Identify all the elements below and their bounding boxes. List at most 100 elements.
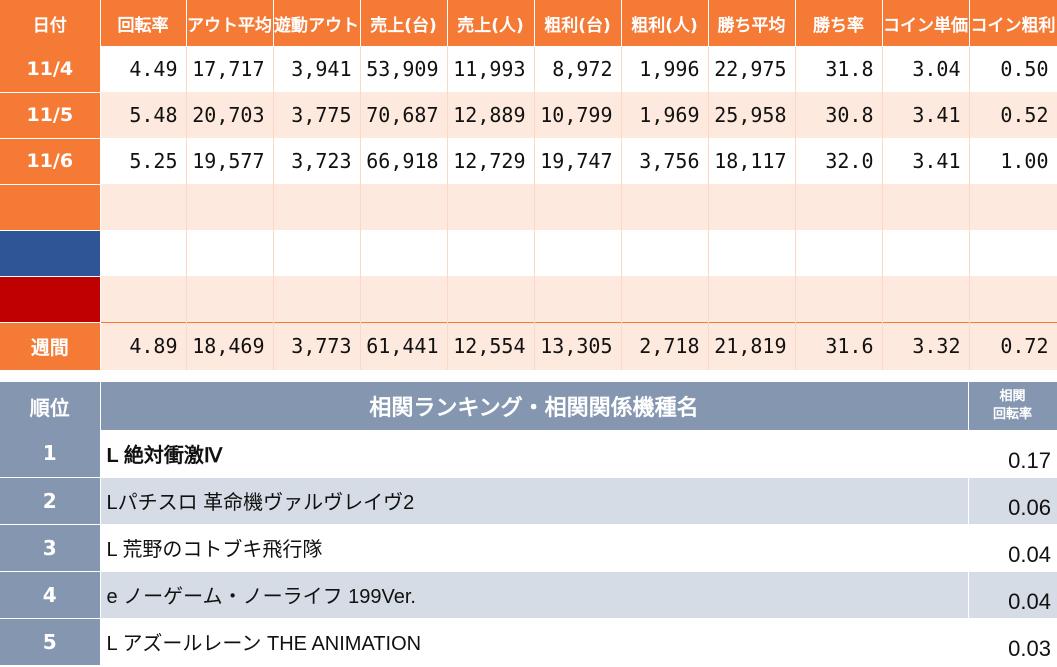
cell-value: 12,729 [447,138,535,184]
ranking-row: 1 L 絶対衝激Ⅳ 0.17 [0,430,1057,478]
col-header-sales-machine: 売上(台) [360,0,448,46]
row-label-blue [0,230,101,277]
cell-value [100,184,187,230]
stats-row-empty [0,230,1057,277]
cell-value: 1,996 [621,46,709,92]
cell-value: 19,577 [186,138,274,184]
cell-value: 3.41 [882,92,970,138]
stats-row-empty [0,184,1057,231]
cell-value [882,230,970,276]
cell-value: 4.49 [100,46,187,92]
cell-value [447,184,535,230]
col-header-machine-name: 相関ランキング・相関関係機種名 [100,382,969,430]
stats-row: 11/5 5.48 20,703 3,775 70,687 12,889 10,… [0,92,1057,139]
stats-row: 11/4 4.49 17,717 3,941 53,909 11,993 8,9… [0,46,1057,93]
cell-value [621,184,709,230]
cell-value [186,276,274,322]
cell-value: 0.52 [969,92,1057,138]
cell-value: 3.04 [882,46,970,92]
cell-value [882,276,970,322]
stats-header-row: 日付 回転率 アウト平均 遊動アウト 売上(台) 売上(人) 粗利(台) 粗利(… [0,0,1057,46]
cell-value: 12,889 [447,92,535,138]
cell-value [273,184,361,230]
daily-stats-table: 日付 回転率 アウト平均 遊動アウト 売上(台) 売上(人) 粗利(台) 粗利(… [0,0,1057,371]
cell-value: 20,703 [186,92,274,138]
cell-value: 32.0 [795,138,883,184]
cell-value: 53,909 [360,46,448,92]
cell-value [969,230,1057,276]
col-header-profit-machine: 粗利(台) [534,0,622,46]
cell-value [969,276,1057,322]
correlation-value: 0.17 [968,430,1057,478]
cell-value: 5.25 [100,138,187,184]
cell-value [969,184,1057,230]
correlation-value: 0.04 [968,571,1057,619]
correlation-value: 0.06 [968,477,1057,525]
cell-value: 11,993 [447,46,535,92]
cell-value: 18,469 [186,321,274,370]
rank-number: 2 [0,477,101,525]
stats-row-empty [0,276,1057,323]
cell-value: 19,747 [534,138,622,184]
cell-value: 66,918 [360,138,448,184]
machine-name: L 荒野のコトブキ飛行隊 [100,524,969,572]
cell-value: 25,958 [708,92,796,138]
row-label-red [0,276,101,323]
rank-number: 5 [0,618,101,666]
correlation-value: 0.03 [968,618,1057,666]
rank-number: 4 [0,571,101,619]
cell-value: 3,756 [621,138,709,184]
ranking-row: 3 L 荒野のコトブキ飛行隊 0.04 [0,524,1057,572]
machine-name: L アズールレーン THE ANIMATION [100,618,969,666]
cell-value: 3,941 [273,46,361,92]
row-date-label: 11/4 [0,46,101,93]
cell-value [534,230,622,276]
rank-number: 3 [0,524,101,572]
col-header-out-average: アウト平均 [186,0,274,46]
row-weekly-label: 週間 [0,322,101,371]
cell-value [447,230,535,276]
cell-value [360,184,448,230]
cell-value [534,184,622,230]
cell-value: 3,773 [273,321,361,370]
cell-value: 31.8 [795,46,883,92]
stats-row: 11/6 5.25 19,577 3,723 66,918 12,729 19,… [0,138,1057,185]
row-date-label: 11/5 [0,92,101,139]
cell-value [360,230,448,276]
correlation-value: 0.04 [968,524,1057,572]
cell-value: 70,687 [360,92,448,138]
cell-value [100,276,187,322]
cell-value [795,276,883,322]
cell-value [273,230,361,276]
cell-value [273,276,361,322]
col-header-win-rate: 勝ち率 [795,0,883,46]
cell-value: 0.50 [969,46,1057,92]
cell-value [186,184,274,230]
cell-value: 22,975 [708,46,796,92]
cell-value [360,276,448,322]
cell-value [795,184,883,230]
cell-value [534,276,622,322]
rank-number: 1 [0,430,101,478]
cell-value: 31.6 [795,321,883,370]
cell-value: 30.8 [795,92,883,138]
cell-value: 13,305 [534,321,622,370]
cell-value: 5.48 [100,92,187,138]
cell-value: 1,969 [621,92,709,138]
cell-value: 3.41 [882,138,970,184]
cell-value [186,230,274,276]
cell-value [882,184,970,230]
cell-value: 2,718 [621,321,709,370]
cell-value [621,230,709,276]
cell-value: 0.72 [969,321,1057,370]
cell-value [100,230,187,276]
col-header-coin-price: コイン単価 [882,0,970,46]
ranking-row: 2 Lパチスロ 革命機ヴァルヴレイヴ2 0.06 [0,477,1057,525]
cell-value: 18,117 [708,138,796,184]
col-header-correlation-line1: 相関 [999,389,1026,404]
cell-value: 8,972 [534,46,622,92]
cell-value: 10,799 [534,92,622,138]
cell-value [447,276,535,322]
cell-value [708,184,796,230]
